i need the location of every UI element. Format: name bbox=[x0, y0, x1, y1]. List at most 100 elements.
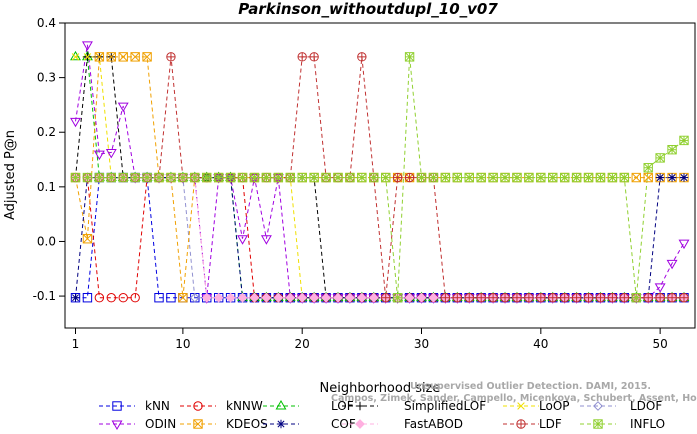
x-tick-label: 40 bbox=[533, 337, 548, 351]
data-point-inflo bbox=[381, 172, 391, 183]
data-point-inflo bbox=[512, 172, 522, 183]
legend-item-odin: ODIN bbox=[99, 417, 176, 431]
data-point-cof bbox=[655, 173, 665, 182]
legend-item-knn: kNN bbox=[99, 399, 170, 413]
data-point-cof bbox=[71, 293, 80, 302]
y-tick-label: 0.4 bbox=[37, 16, 56, 30]
data-point-inflo bbox=[631, 293, 641, 303]
legend-item-ldof: LDOF bbox=[580, 399, 662, 413]
data-point-fastabod bbox=[273, 292, 284, 303]
y-tick-label: 0.1 bbox=[37, 180, 56, 194]
data-point-odin bbox=[666, 259, 678, 270]
data-point-knnw bbox=[118, 293, 128, 303]
data-point-ldf bbox=[392, 172, 403, 183]
data-point-odin bbox=[70, 117, 81, 128]
legend-label: ODIN bbox=[145, 417, 176, 431]
data-point-inflo bbox=[166, 172, 176, 183]
data-point-knnw bbox=[106, 293, 116, 303]
data-point-inflo bbox=[655, 153, 665, 163]
data-point-inflo bbox=[404, 52, 415, 62]
data-point-fastabod bbox=[404, 292, 415, 303]
data-point-inflo bbox=[118, 172, 128, 183]
legend-item-knnw: kNNW bbox=[180, 399, 263, 413]
series-line-kdeos bbox=[75, 56, 684, 298]
data-point-inflo bbox=[321, 172, 331, 183]
legend-item-inflo: INFLO bbox=[580, 417, 665, 431]
data-point-ldf bbox=[357, 52, 367, 62]
data-point-inflo bbox=[154, 172, 164, 183]
data-point-inflo bbox=[297, 172, 307, 183]
x-tick-label: 20 bbox=[295, 337, 310, 351]
data-point-inflo bbox=[476, 172, 486, 183]
data-point-kdeos bbox=[142, 52, 152, 62]
legend-label: INFLO bbox=[630, 417, 665, 431]
data-point-ldf bbox=[536, 293, 546, 303]
data-point-fastabod bbox=[321, 292, 331, 303]
data-point-odin bbox=[81, 41, 93, 51]
watermark-line-2: Campos, Zimek, Sander, Campello, Micenko… bbox=[331, 393, 697, 404]
data-point-inflo bbox=[416, 172, 427, 183]
data-point-ldf bbox=[464, 293, 474, 303]
data-point-inflo bbox=[249, 172, 260, 183]
y-tick-label: -0.1 bbox=[33, 289, 56, 303]
series-line-ldof bbox=[75, 177, 684, 299]
data-point-fastabod bbox=[249, 292, 260, 303]
data-point-ldf bbox=[667, 293, 677, 303]
data-point-ldf bbox=[381, 293, 391, 303]
data-point-inflo bbox=[106, 172, 116, 183]
legend-label: LDF bbox=[539, 417, 562, 431]
data-point-ldf bbox=[488, 293, 498, 303]
data-point-fastabod bbox=[201, 292, 212, 303]
data-point-inflo bbox=[607, 172, 618, 183]
series-line-knnw bbox=[75, 177, 684, 299]
x-axis-label: Neighborhood size bbox=[320, 381, 441, 396]
series-line-odin bbox=[75, 44, 685, 299]
data-point-fastabod bbox=[368, 292, 379, 303]
data-point-inflo bbox=[202, 172, 212, 183]
data-point-ldf bbox=[571, 293, 582, 303]
data-point-odin bbox=[654, 283, 666, 293]
data-point-odin bbox=[260, 235, 272, 245]
data-point-inflo bbox=[369, 172, 379, 183]
data-point-odin bbox=[237, 235, 249, 245]
data-point-ldf bbox=[297, 52, 307, 62]
data-point-inflo bbox=[536, 172, 546, 183]
data-point-inflo bbox=[643, 163, 653, 173]
data-point-inflo bbox=[357, 172, 367, 183]
data-point-kdeos bbox=[94, 52, 105, 62]
x-tick-label: 1 bbox=[72, 337, 80, 351]
data-point-kdeos bbox=[643, 172, 653, 183]
data-point-knn bbox=[166, 293, 176, 303]
data-point-inflo bbox=[619, 172, 630, 183]
data-point-kdeos bbox=[106, 52, 116, 62]
data-point-inflo bbox=[667, 145, 677, 155]
x-tick-label: 30 bbox=[414, 337, 429, 351]
data-point-inflo bbox=[213, 172, 224, 183]
data-point-inflo bbox=[261, 172, 272, 183]
legend-item-loop: LoOP bbox=[503, 399, 570, 413]
data-point-inflo bbox=[142, 172, 152, 183]
legend-label: SimplifiedLOF bbox=[404, 399, 486, 413]
data-point-inflo bbox=[440, 172, 451, 183]
data-point-ldf bbox=[548, 293, 558, 303]
data-point-ldf bbox=[583, 293, 594, 303]
data-point-inflo bbox=[345, 172, 355, 183]
legend-label: FastABOD bbox=[404, 417, 463, 431]
data-point-lof bbox=[70, 50, 81, 61]
series-lines bbox=[75, 44, 685, 299]
data-point-ldf bbox=[607, 293, 618, 303]
data-point-inflo bbox=[190, 172, 200, 183]
data-point-ldf bbox=[655, 293, 665, 303]
data-point-ldof bbox=[189, 292, 200, 303]
data-point-kdeos bbox=[631, 172, 641, 183]
data-point-inflo bbox=[559, 172, 570, 183]
data-point-fastabod bbox=[237, 292, 248, 303]
legend-label: kNN bbox=[145, 399, 170, 413]
data-point-ldf bbox=[452, 293, 463, 303]
data-point-ldf bbox=[595, 293, 606, 303]
data-point-ldf bbox=[679, 293, 689, 303]
data-point-fastabod bbox=[428, 292, 439, 303]
data-point-knn bbox=[154, 293, 164, 303]
y-axis-label: Adjusted P@n bbox=[3, 130, 18, 220]
